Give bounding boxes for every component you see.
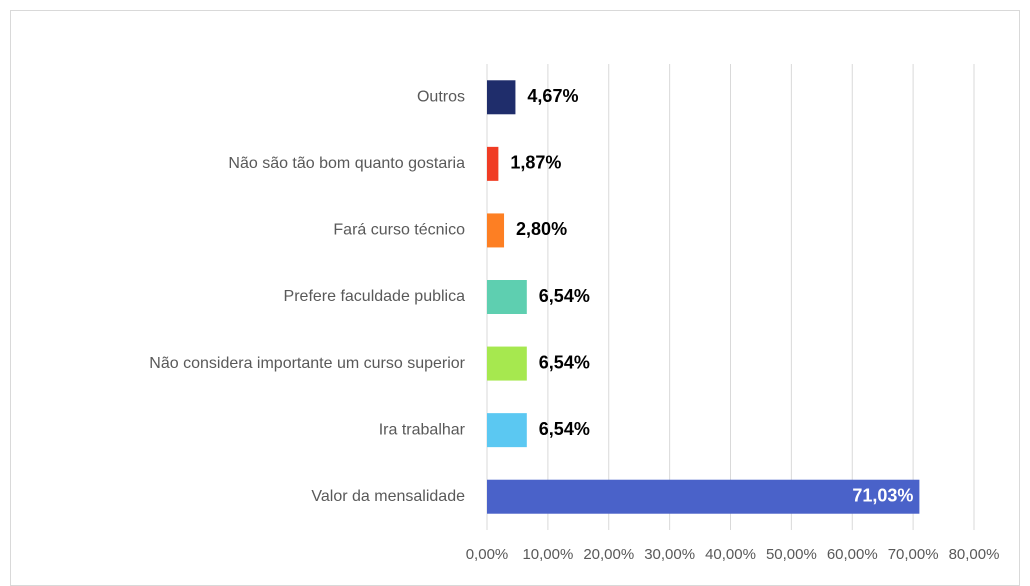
bar: [487, 213, 505, 248]
bar: [487, 413, 527, 448]
data-label: 71,03%: [852, 485, 913, 505]
y-tick-label: Fará curso técnico: [333, 222, 465, 239]
bar: [487, 146, 499, 181]
x-tick-label: 20,00%: [583, 546, 634, 563]
x-tick-label: 10,00%: [522, 546, 573, 563]
data-label: 2,80%: [516, 219, 567, 239]
y-tick-label: Outros: [417, 89, 465, 106]
x-tick-label: 80,00%: [949, 546, 1000, 563]
x-tick-label: 40,00%: [705, 546, 756, 563]
x-tick-label: 30,00%: [644, 546, 695, 563]
x-tick-label: 50,00%: [766, 546, 817, 563]
data-label: 4,67%: [527, 86, 578, 106]
bar: [487, 280, 527, 314]
y-tick-label: Não são tão bom quanto gostaria: [228, 155, 465, 172]
data-label: 6,54%: [539, 352, 590, 372]
data-label: 1,87%: [510, 153, 561, 173]
data-label: 6,54%: [539, 286, 590, 306]
x-tick-label: 60,00%: [827, 546, 878, 563]
y-tick-label: Valor da mensalidade: [311, 488, 465, 505]
y-tick-label: Prefere faculdade publica: [284, 288, 466, 305]
bar: [487, 346, 527, 381]
x-tick-label: 0,00%: [466, 546, 509, 563]
x-tick-label: 70,00%: [888, 546, 939, 563]
data-label: 6,54%: [539, 419, 590, 439]
bar: [487, 80, 516, 115]
bar: [487, 479, 920, 514]
y-tick-label: Ira trabalhar: [379, 421, 466, 438]
y-tick-label: Não considera importante um curso superi…: [149, 355, 465, 372]
